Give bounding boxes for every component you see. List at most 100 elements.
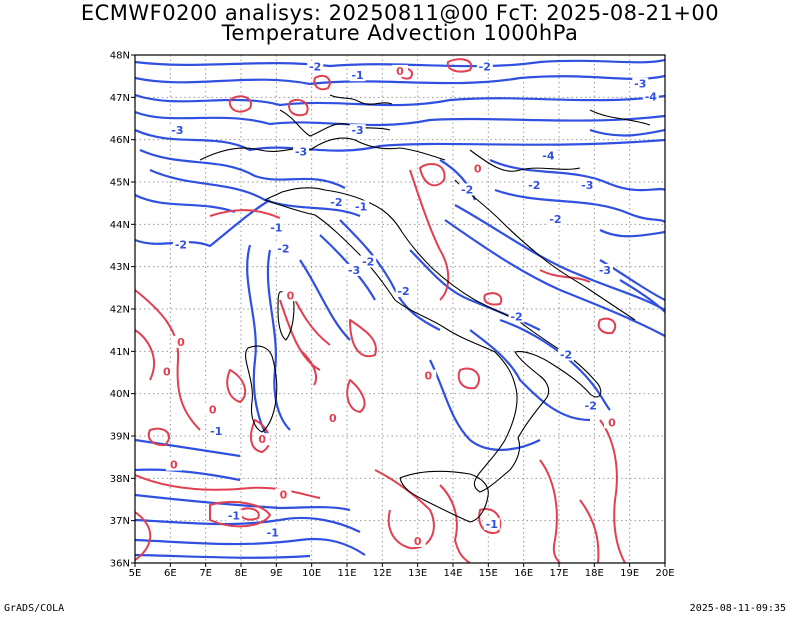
contour-label-bg — [275, 242, 292, 255]
lat-tick-label: 36N — [110, 559, 130, 570]
lon-tick-label: 15E — [479, 568, 498, 579]
contour-label: -2 — [549, 213, 561, 226]
footer-timestamp: 2025-08-11-09:35 — [689, 603, 786, 614]
contour-label-bg — [254, 433, 271, 446]
contour-label: -3 — [171, 124, 183, 137]
contour-label-bg — [172, 335, 189, 348]
lat-tick-label: 40N — [110, 389, 130, 400]
lon-tick-label: 20E — [655, 568, 674, 579]
lat-tick-label: 38N — [110, 474, 130, 485]
lon-tick-label: 5E — [129, 568, 142, 579]
contour-label-bg — [540, 149, 557, 162]
contour-label-bg — [395, 285, 412, 298]
map-subtitle: Temperature Advection 1000hPa — [221, 21, 579, 45]
lon-tick-label: 8E — [235, 568, 248, 579]
contour-label-bg — [324, 412, 341, 425]
contour-label-bg — [158, 365, 175, 378]
contour-label: -3 — [348, 264, 360, 277]
contour-label-bg — [225, 509, 242, 522]
contour-label: 0 — [170, 459, 178, 472]
contour-label-bg — [547, 213, 564, 226]
lon-tick-label: 10E — [302, 568, 321, 579]
lat-lon-grid — [135, 55, 665, 563]
contour-label-bg — [204, 403, 221, 416]
contour-label: 0 — [608, 416, 616, 429]
contour-label-bg — [349, 124, 366, 137]
contour-label-bg — [632, 77, 649, 90]
contour-label-bg — [582, 399, 599, 412]
contour-label-bg — [409, 534, 426, 547]
lat-tick-label: 41N — [110, 347, 130, 358]
contour-label-bg — [642, 90, 659, 103]
contour-label-bg — [558, 348, 575, 361]
lon-tick-label: 11E — [337, 568, 356, 579]
axis-ticks: 5E 6E 7E 8E 9E 10E 11E 12E 13E 14E 15E 16E 17E 18E 19E… — [110, 51, 675, 580]
contour-label: -2 — [461, 183, 473, 196]
contour-label: -3 — [351, 124, 363, 137]
contour-label-bg — [469, 162, 486, 175]
lon-tick-label: 13E — [408, 568, 427, 579]
lon-tick-label: 17E — [549, 568, 568, 579]
lat-tick-label: 47N — [110, 93, 130, 104]
contour-label-bg — [349, 69, 366, 82]
contour-label-bg — [459, 183, 476, 196]
contour-label-bg — [392, 64, 408, 77]
contour-label: -3 — [581, 179, 593, 192]
contour-label: 0 — [209, 404, 217, 417]
contour-label-bg — [264, 526, 281, 539]
contour-label: -2 — [479, 61, 491, 74]
lon-tick-label: 7E — [199, 568, 212, 579]
contour-label: 0 — [474, 162, 482, 175]
contour-label-bg — [346, 263, 363, 276]
contour-label: -2 — [277, 243, 289, 256]
contour-label-bg — [420, 369, 437, 382]
contour-label: -3 — [295, 145, 307, 158]
lon-tick-label: 6E — [164, 568, 177, 579]
contour-label-bg — [328, 196, 345, 209]
contour-label: -1 — [228, 509, 240, 522]
contour-label: -3 — [634, 78, 646, 91]
contour-label-bg — [579, 179, 596, 192]
contour-label: -2 — [175, 239, 187, 252]
contour-label-bg — [275, 488, 292, 501]
contour-label-bg — [483, 517, 500, 530]
lon-tick-label: 18E — [585, 568, 604, 579]
contour-label: -2 — [330, 196, 342, 209]
contour-label-bg — [169, 124, 186, 137]
contour-labels: -2-1-2-3-4-3 -3-3 -4-3-2-2-2 -1-2-2-1-2-3-2… — [158, 60, 659, 548]
contour-label: 0 — [177, 336, 185, 349]
contour-label: -3 — [599, 264, 611, 277]
contour-label-bg — [353, 200, 370, 213]
contour-label: -2 — [585, 399, 597, 412]
contour-label: -1 — [210, 425, 222, 438]
lat-tick-label: 43N — [110, 262, 130, 273]
contour-label: 0 — [424, 370, 432, 383]
lon-tick-label: 16E — [514, 568, 533, 579]
contour-label-bg — [172, 238, 189, 251]
lat-tick-label: 39N — [110, 432, 130, 443]
contour-label: 0 — [287, 289, 295, 302]
lat-tick-label: 44N — [110, 220, 130, 231]
contour-label-bg — [526, 179, 543, 192]
contour-label-bg — [604, 416, 620, 429]
contour-label-bg — [596, 263, 613, 276]
contour-label-bg — [307, 60, 324, 73]
contour-label: -2 — [397, 285, 409, 298]
contour-label-bg — [293, 145, 310, 158]
contour-label-bg — [208, 424, 225, 437]
positive-advection-contours — [135, 58, 626, 563]
contour-label: -2 — [362, 255, 374, 268]
contour-label-bg — [508, 310, 525, 323]
lon-tick-label: 9E — [270, 568, 283, 579]
contour-label: 0 — [280, 488, 288, 501]
contour-label-bg — [268, 221, 285, 234]
lon-tick-label: 19E — [620, 568, 639, 579]
lat-tick-label: 42N — [110, 305, 130, 316]
negative-advection-contours — [135, 58, 665, 559]
contour-label-bg — [282, 289, 299, 302]
lon-tick-label: 14E — [443, 568, 462, 579]
contour-label: 0 — [329, 412, 337, 425]
contour-label: 0 — [414, 535, 422, 548]
contour-label: -1 — [267, 526, 279, 539]
contour-label: -2 — [528, 179, 540, 192]
